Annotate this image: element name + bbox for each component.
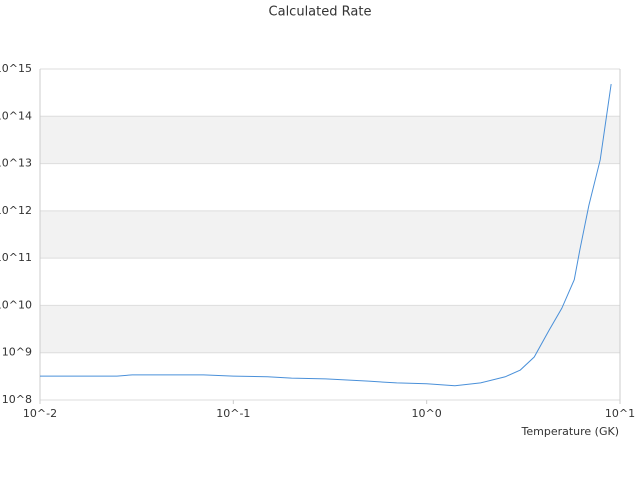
y-tick-label: 10^14 [0,109,32,122]
y-tick-label: 10^10 [0,298,32,311]
grid-band [40,210,620,259]
y-tick-label: 10^15 [0,62,32,75]
grid-band [40,305,620,353]
x-tick-label: 10^-2 [23,407,57,420]
x-tick-label: 10^1 [605,407,635,420]
x-axis-label: Temperature (GK) [521,425,620,438]
grid-band [40,116,620,164]
y-tick-label: 10^13 [0,157,32,170]
y-tick-label: 10^8 [2,393,32,406]
chart-title: Calculated Rate [269,5,372,20]
y-tick-label: 10^12 [0,204,32,217]
data-line [40,83,612,387]
y-tick-label: 10^9 [2,346,32,359]
x-tick-label: 10^-1 [216,407,250,420]
y-tick-label: 10^11 [0,251,32,264]
x-tick-label: 10^0 [412,407,442,420]
